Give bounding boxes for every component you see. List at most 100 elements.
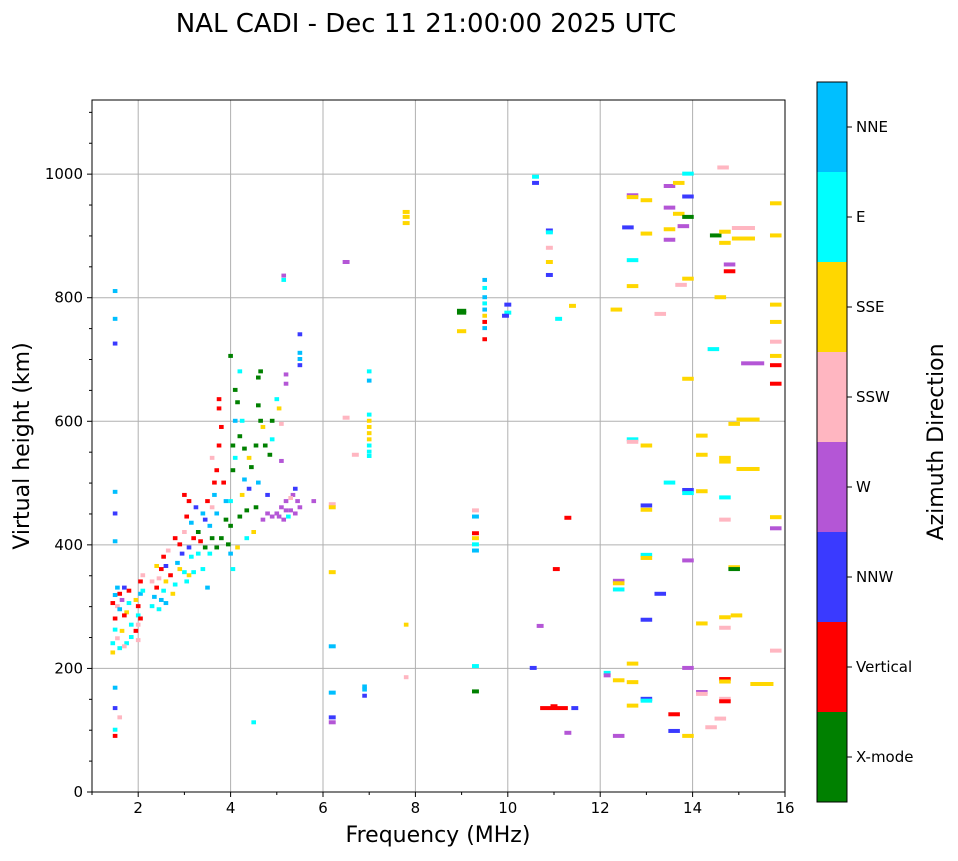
echo-mark — [117, 607, 123, 612]
echo-mark — [640, 552, 653, 557]
echo-mark — [731, 236, 755, 241]
echo-mark — [663, 237, 676, 242]
echo-mark — [626, 439, 639, 444]
echo-mark — [182, 492, 187, 497]
echo-mark — [219, 424, 224, 429]
echo-mark — [719, 495, 731, 500]
echo-mark — [223, 499, 229, 504]
echo-mark — [209, 455, 215, 460]
echo-mark — [253, 443, 259, 448]
echo-mark — [402, 221, 410, 226]
echo-mark — [135, 604, 141, 609]
echo-mark — [351, 452, 359, 457]
echo-mark — [216, 443, 222, 448]
echo-mark — [239, 492, 245, 497]
echo-mark — [769, 648, 782, 653]
echo-mark — [714, 716, 727, 721]
echo-mark — [195, 530, 201, 534]
echo-mark — [269, 514, 275, 519]
echo-mark — [119, 628, 125, 633]
echo-mark — [235, 400, 240, 405]
echo-mark — [112, 727, 118, 732]
echo-mark — [214, 545, 220, 550]
echo-mark — [366, 378, 372, 383]
y-tick-label: 0 — [73, 783, 83, 801]
echo-mark — [124, 641, 129, 646]
echo-mark — [612, 587, 625, 592]
echo-mark — [135, 613, 141, 618]
colorbar-segment — [817, 622, 847, 712]
echo-mark — [682, 376, 694, 381]
echo-mark — [504, 302, 512, 307]
echo-mark — [279, 421, 284, 426]
echo-mark — [149, 604, 155, 609]
echo-mark — [288, 508, 293, 513]
echo-mark — [290, 492, 296, 497]
echo-mark — [112, 489, 118, 494]
echo-mark — [156, 576, 162, 581]
echo-mark — [719, 679, 731, 684]
echo-mark — [626, 258, 639, 263]
echo-mark — [640, 698, 653, 703]
colorbar-tick-label: NNW — [856, 568, 893, 586]
echo-mark — [110, 601, 116, 606]
echo-mark — [328, 690, 336, 695]
echo-mark — [292, 511, 298, 516]
echo-mark — [112, 341, 118, 346]
echo-mark — [471, 689, 479, 694]
echo-mark — [640, 231, 653, 236]
echo-mark — [256, 375, 261, 380]
echo-mark — [260, 517, 266, 522]
echo-mark — [184, 579, 190, 584]
echo-mark — [723, 262, 736, 267]
echo-mark — [696, 691, 708, 696]
echo-mark — [626, 284, 639, 289]
colorbar-segment — [817, 82, 847, 172]
echo-mark — [115, 636, 120, 641]
echo-mark — [663, 480, 676, 485]
echo-mark — [672, 211, 685, 216]
echo-mark — [163, 563, 169, 568]
echo-mark — [170, 591, 176, 596]
colorbar-tick-label: W — [856, 478, 871, 496]
echo-mark — [366, 431, 372, 436]
plot-frame — [91, 99, 786, 793]
echo-mark — [219, 536, 224, 541]
echo-mark — [769, 319, 782, 324]
echo-mark — [110, 641, 116, 646]
echo-mark — [112, 616, 118, 621]
echo-mark — [719, 517, 731, 522]
echo-mark — [258, 369, 263, 374]
echo-mark — [230, 468, 236, 473]
echo-mark — [212, 492, 217, 497]
echo-mark — [115, 604, 120, 609]
echo-mark — [253, 505, 259, 510]
echo-mark — [225, 542, 231, 547]
echo-mark — [709, 233, 722, 238]
echo-mark — [122, 644, 127, 649]
echo-mark — [189, 554, 194, 559]
echo-mark — [728, 421, 740, 426]
echo-mark — [237, 514, 243, 519]
echo-mark — [179, 551, 185, 556]
echo-mark — [128, 635, 134, 640]
echo-mark — [256, 480, 261, 485]
echo-mark — [269, 437, 275, 442]
x-tick-label: 12 — [591, 799, 610, 817]
echo-mark — [122, 613, 127, 618]
colorbar-tick-label: E — [856, 208, 865, 226]
echo-mark — [175, 560, 180, 565]
echo-mark — [705, 725, 717, 730]
echo-mark — [246, 455, 252, 460]
echo-mark — [216, 406, 222, 411]
echo-mark — [279, 458, 284, 463]
echo-mark — [682, 194, 694, 199]
echo-mark — [184, 514, 190, 519]
x-tick-label: 14 — [683, 799, 702, 817]
echo-mark — [161, 588, 166, 593]
colorbar-segment — [817, 532, 847, 622]
echo-mark — [555, 316, 563, 321]
echo-mark — [292, 486, 298, 491]
echo-mark — [297, 505, 303, 510]
